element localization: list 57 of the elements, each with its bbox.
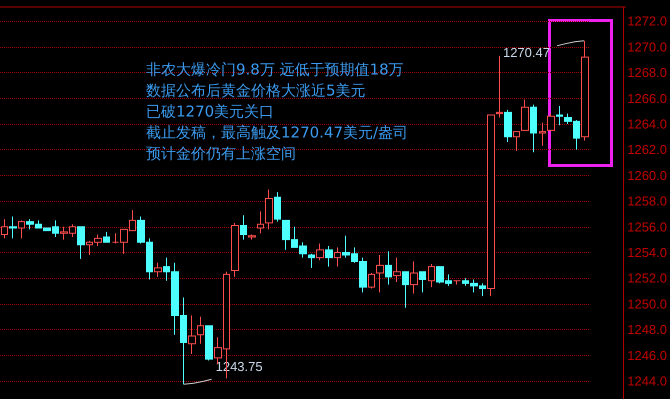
candlestick (487, 114, 495, 297)
y-tick-label: 1254.0 (627, 244, 668, 260)
candlestick (231, 222, 239, 278)
y-tick-label: 1264.0 (627, 116, 668, 132)
candlestick (368, 272, 375, 289)
candlestick (581, 40, 589, 142)
y-tick-label: 1258.0 (627, 194, 668, 209)
candlestick (248, 234, 256, 240)
annotation: 截止发稿，最高触及1270.47美元/盎司 (146, 124, 408, 142)
y-tick-label: 1244.0 (627, 374, 668, 389)
candlestick (9, 216, 17, 239)
y-tick-label: 1246.0 (627, 348, 668, 363)
candlestick (77, 226, 85, 260)
y-tick-label: 1248.0 (627, 322, 668, 338)
annotation: 数据公布后黄金价格大涨近5美元 (146, 82, 366, 100)
candlestick (265, 189, 273, 230)
candlestick (188, 314, 196, 355)
y-tick-label: 1262.0 (627, 142, 668, 158)
candlestick (556, 105, 563, 126)
candlestick (428, 264, 435, 288)
candlestick (154, 262, 162, 278)
candlestick (547, 113, 555, 131)
candlestick (513, 131, 520, 152)
annotation: 预计金价仍有上涨空间 (146, 144, 296, 162)
candlestick (334, 246, 341, 268)
candlestick (453, 280, 461, 286)
y-tick-label: 1260.0 (627, 168, 668, 183)
candlestick (393, 257, 401, 283)
candlestick (257, 210, 264, 234)
candlestick (240, 214, 247, 240)
candlestick (504, 109, 512, 142)
candlestick (530, 104, 537, 153)
candlestick (316, 242, 324, 261)
candlestick (197, 316, 204, 344)
y-tick-label: 1268.0 (627, 65, 668, 80)
candlestick (385, 250, 392, 286)
y-tick-label: 1250.0 (627, 296, 668, 312)
candlestick (18, 220, 25, 239)
annotation: 非农大爆冷门9.8万 远低于预期值18万 (146, 60, 404, 78)
y-tick-label: 1272.0 (627, 14, 668, 29)
candlestick (410, 260, 418, 294)
candlestick (205, 325, 213, 361)
candlestick (539, 122, 546, 146)
y-tick-label: 1252.0 (627, 270, 668, 286)
candlestick (496, 55, 503, 118)
y-tick-label: 1256.0 (627, 219, 668, 234)
candlestick (376, 254, 384, 293)
annotation: 已破1270美元关口 (146, 102, 274, 120)
candlestick (521, 99, 529, 131)
candlestick (103, 231, 110, 243)
y-tick-label: 1270.0 (627, 39, 668, 54)
candlestick (274, 192, 281, 222)
candlestick (308, 253, 315, 268)
candlestick (402, 271, 409, 308)
candlestick (325, 246, 333, 268)
candlestick (419, 271, 426, 293)
y-tick-label: 1266.0 (627, 90, 668, 106)
